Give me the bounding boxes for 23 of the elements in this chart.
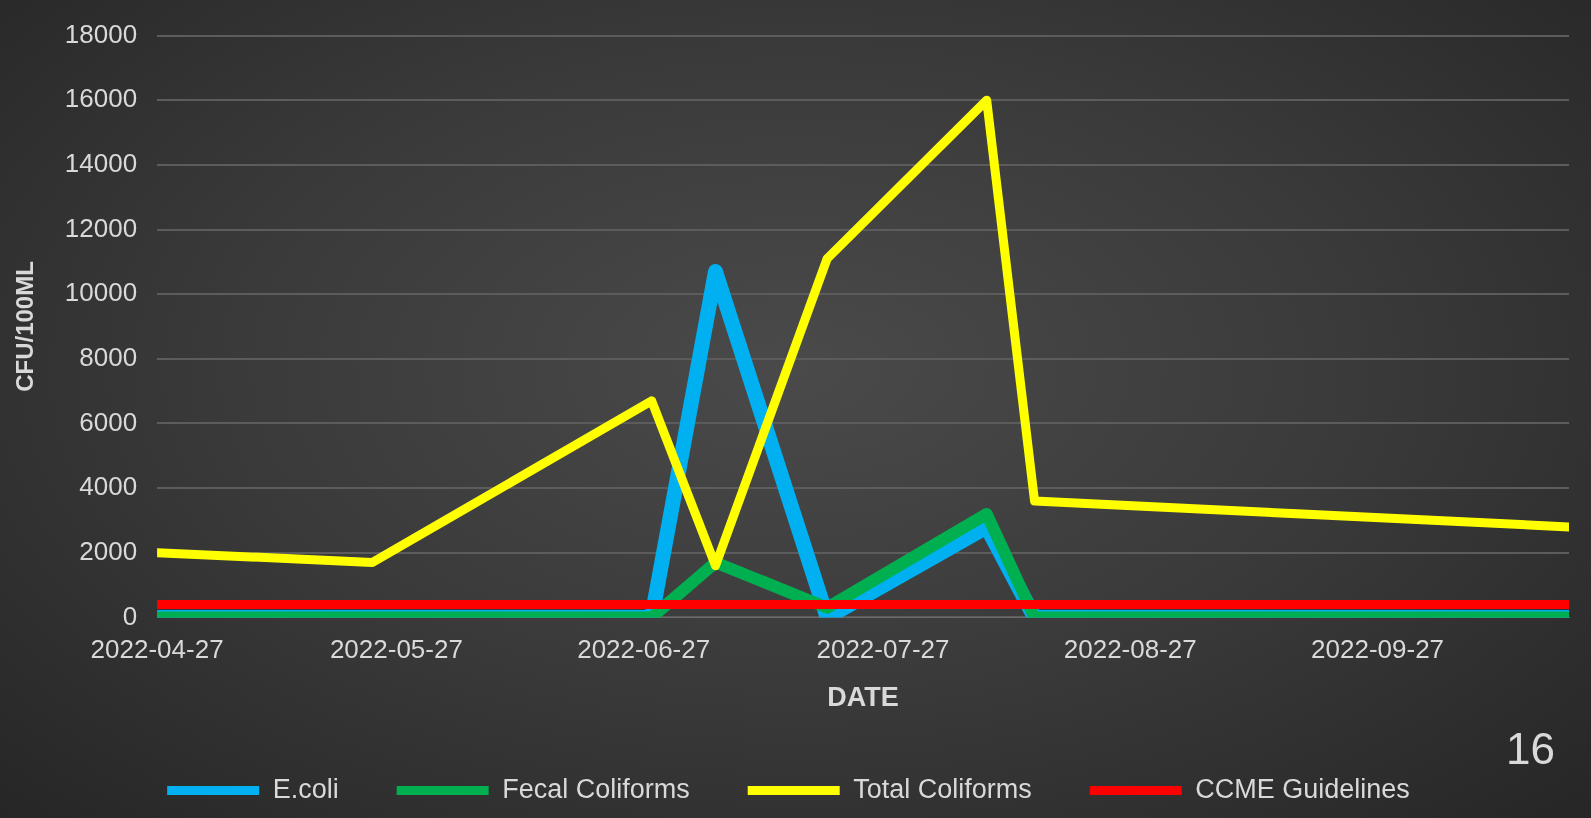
x-tick-label: 2022-09-27	[1311, 634, 1445, 665]
y-axis-title: CFU/100ML	[11, 261, 39, 392]
y-tick-label: 14000	[64, 148, 138, 179]
legend-label: CCME Guidelines	[1195, 773, 1410, 804]
y-tick-label: 4000	[79, 471, 138, 502]
y-tick-label: 18000	[64, 18, 138, 49]
text: 16	[1506, 724, 1555, 774]
y-tick-label: 8000	[79, 341, 138, 372]
x-tick-label: 2022-05-27	[329, 634, 463, 665]
y-tick-label: 10000	[64, 277, 138, 308]
y-tick-label: 12000	[64, 212, 138, 243]
x-axis-title: DATE	[827, 682, 899, 713]
x-tick-label: 2022-07-27	[816, 634, 950, 665]
y-tick-label: 6000	[79, 406, 138, 437]
y-tick-label: 2000	[79, 535, 138, 566]
x-tick-label: 2022-08-27	[1063, 634, 1197, 665]
legend-label: Total Coliforms	[853, 773, 1032, 804]
legend-label: Fecal Coliforms	[502, 773, 690, 804]
x-tick-label: 2022-04-27	[90, 634, 224, 665]
legend-label: E.coli	[272, 773, 339, 804]
x-tick-label: 2022-06-27	[577, 634, 711, 665]
y-tick-label: 16000	[64, 83, 138, 114]
y-tick-label: 0	[122, 600, 138, 631]
